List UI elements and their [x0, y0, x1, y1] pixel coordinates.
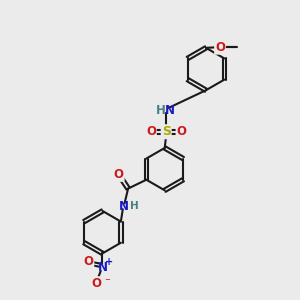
Text: +: +	[105, 257, 113, 267]
Text: N: N	[119, 200, 129, 213]
Text: O: O	[176, 125, 187, 138]
Text: ⁻: ⁻	[104, 277, 110, 287]
Text: O: O	[146, 125, 156, 138]
Text: H: H	[156, 104, 166, 117]
Text: O: O	[114, 168, 124, 181]
Text: N: N	[98, 261, 107, 274]
Text: O: O	[83, 254, 93, 268]
Text: O: O	[215, 41, 225, 54]
Text: O: O	[91, 277, 101, 290]
Text: N: N	[165, 104, 175, 117]
Text: S: S	[162, 125, 171, 138]
Text: H: H	[130, 201, 138, 211]
